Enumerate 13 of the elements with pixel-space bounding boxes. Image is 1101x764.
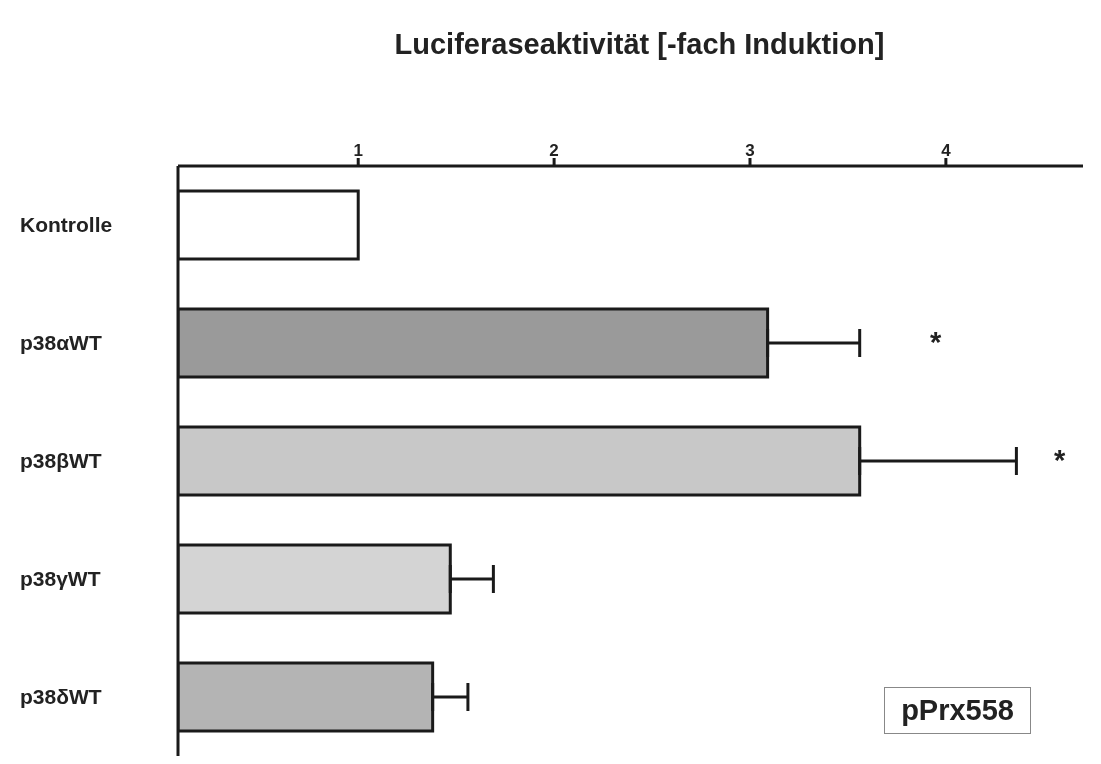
x-tick-label: 1 [353,141,363,160]
annotation: pPrx558 [884,687,1031,734]
y-tick-label: p38αWT [20,331,102,355]
y-tick-label: p38δWT [20,685,102,709]
y-tick-label: p38βWT [20,449,102,473]
y-tick-label: p38γWT [20,567,101,591]
annotation: * [930,326,942,359]
annotation: * [1054,444,1066,477]
x-tick-label: 3 [745,141,755,160]
x-axis-title: Luciferaseaktivität [-fach Induktion] [393,28,886,61]
x-tick-label: 4 [941,141,952,160]
x-tick-label: 2 [549,141,559,160]
y-tick-label: Kontrolle [20,213,113,237]
